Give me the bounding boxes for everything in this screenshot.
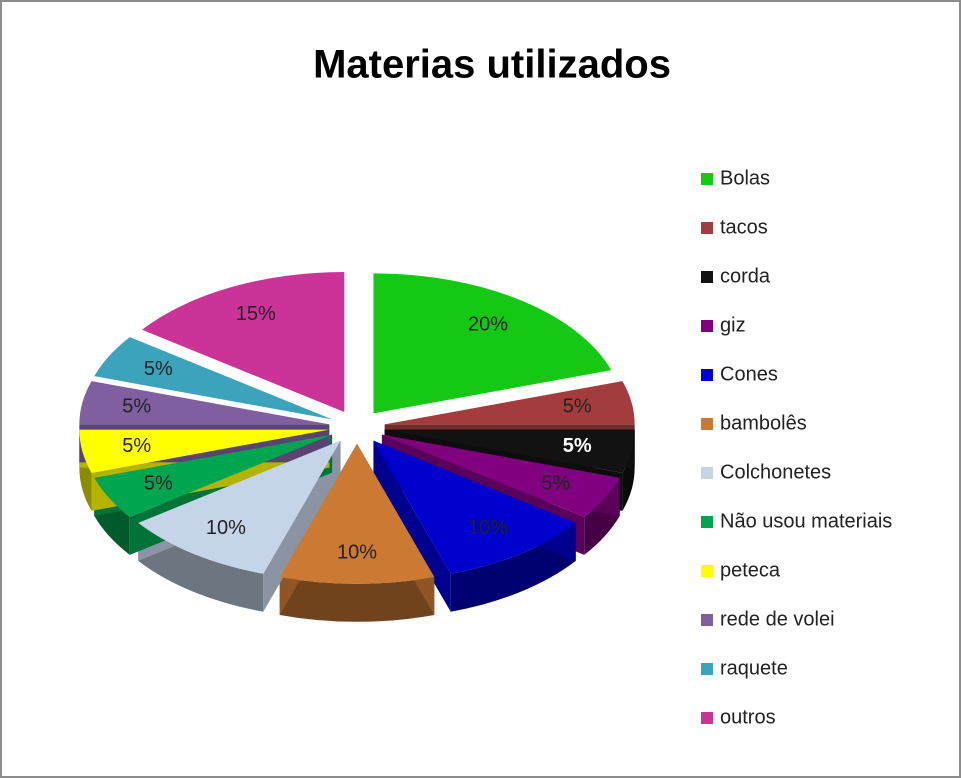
legend-label: raquete: [720, 657, 788, 679]
slice: [138, 440, 341, 574]
data-label: 10%: [337, 541, 377, 563]
slice-side: [79, 429, 92, 511]
legend-label: rede de volei: [720, 608, 835, 630]
slice: [384, 381, 635, 425]
legend-label: corda: [720, 265, 771, 287]
legend-swatch: [701, 418, 713, 430]
legend-label: peteca: [720, 559, 781, 581]
legend-swatch: [701, 173, 713, 185]
legend-swatch: [701, 663, 713, 675]
legend-label: tacos: [720, 216, 768, 238]
legend-label: outros: [720, 706, 776, 728]
legend-label: Cones: [720, 363, 778, 385]
legend-swatch: [701, 222, 713, 234]
legend-label: bambolês: [720, 412, 807, 434]
legend-label: Colchonetes: [720, 461, 831, 483]
data-label: 10%: [468, 517, 508, 539]
slice-face: [373, 440, 451, 612]
slice: [373, 440, 576, 574]
legend-swatch: [701, 320, 713, 332]
legend-swatch: [701, 369, 713, 381]
data-label: 5%: [563, 396, 592, 418]
data-label: 5%: [122, 396, 151, 418]
data-label: 5%: [144, 358, 173, 380]
legend-label: Bolas: [720, 167, 770, 189]
slice: [384, 429, 635, 473]
legend-swatch: [701, 516, 713, 528]
legend-label: giz: [720, 314, 746, 336]
data-label: 5%: [122, 435, 151, 457]
legend-swatch: [701, 712, 713, 724]
data-label: 5%: [541, 472, 570, 494]
data-label: 5%: [563, 435, 592, 457]
slice: [94, 434, 333, 517]
legend-label: Não usou materiais: [720, 510, 892, 532]
data-label: 5%: [144, 472, 173, 494]
slice-side: [279, 576, 435, 622]
legend-swatch: [701, 271, 713, 283]
data-label: 10%: [206, 517, 246, 539]
legend-swatch: [701, 565, 713, 577]
slice: [381, 434, 620, 517]
slice: [79, 381, 330, 425]
slice: [279, 443, 435, 584]
data-label: 15%: [236, 303, 276, 325]
slice: [79, 429, 330, 473]
legend-swatch: [701, 614, 713, 626]
slice: [373, 273, 612, 414]
data-label: 20%: [468, 313, 508, 335]
slice: [142, 272, 345, 413]
legend-swatch: [701, 467, 713, 479]
slice: [94, 337, 333, 420]
chart-title: Materias utilizados: [313, 43, 671, 87]
slice-side: [622, 429, 635, 511]
